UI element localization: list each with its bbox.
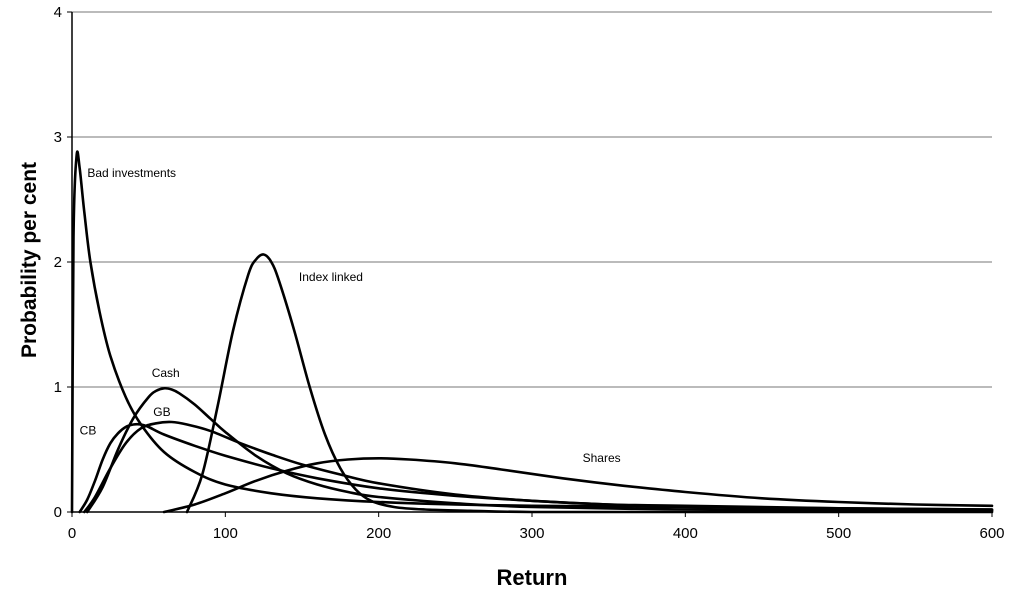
- tick-labels: 0 100 200 300 400 500 600 0 1 2 3 4: [54, 4, 1005, 542]
- y-tick-label: 0: [54, 504, 62, 521]
- y-tick-label: 3: [54, 129, 62, 146]
- annotation-index-linked: Index linked: [299, 270, 363, 284]
- x-tick-label: 300: [519, 525, 544, 542]
- series-line-cb: [78, 422, 994, 514]
- y-axis-title: Probability per cent: [18, 162, 41, 358]
- annotation-cash: Cash: [152, 366, 180, 380]
- x-tick-label: 200: [366, 525, 391, 542]
- x-tick-label: 600: [979, 525, 1004, 542]
- x-tick-label: 100: [213, 525, 238, 542]
- series-line-cash: [86, 386, 994, 514]
- annotation-shares: Shares: [583, 451, 621, 465]
- gridlines: [72, 11, 992, 388]
- y-tick-label: 1: [54, 379, 62, 396]
- x-tick-label: 400: [673, 525, 698, 542]
- series-line-gb: [83, 420, 994, 514]
- x-tick-label: 500: [826, 525, 851, 542]
- annotation-gb: GB: [153, 405, 170, 419]
- annotation-bad-investments: Bad investments: [87, 166, 176, 180]
- y-tick-label: 4: [54, 4, 62, 21]
- annotation-cb: CB: [80, 424, 97, 438]
- series-line-bad-investments: [70, 150, 994, 514]
- x-axis-title: Return: [497, 565, 568, 590]
- y-tick-label: 2: [54, 254, 62, 271]
- series-curves: [70, 150, 994, 514]
- series-line-index-linked: [185, 253, 994, 514]
- series-annotations: Bad investments Index linked Cash GB CB Share…: [80, 166, 621, 465]
- series-line-shares: [162, 457, 994, 514]
- x-tick-label: 0: [68, 525, 76, 542]
